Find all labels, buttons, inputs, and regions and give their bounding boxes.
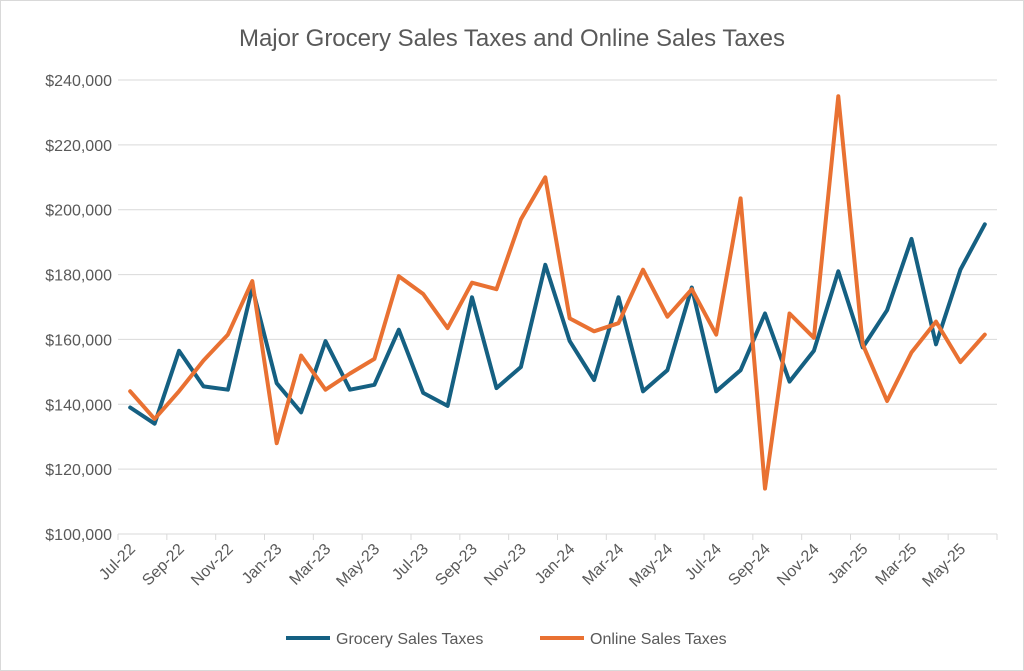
y-tick-label: $120,000 bbox=[45, 462, 112, 479]
y-tick-label: $160,000 bbox=[45, 332, 112, 349]
x-tick-label: May-25 bbox=[919, 541, 969, 591]
x-tick-label: Jan-25 bbox=[825, 541, 872, 588]
series-line-grocery-sales-taxes bbox=[128, 222, 987, 426]
x-tick-label: Nov-22 bbox=[188, 541, 237, 590]
x-tick-label: Mar-24 bbox=[580, 541, 628, 589]
x-tick-label: Sep-23 bbox=[432, 541, 481, 590]
y-tick-label: $140,000 bbox=[45, 397, 112, 414]
x-tick-label: Jul-24 bbox=[682, 541, 725, 584]
y-tick-label: $200,000 bbox=[45, 203, 112, 220]
x-tick-label: Nov-23 bbox=[481, 541, 530, 590]
y-tick-label: $180,000 bbox=[45, 268, 112, 285]
x-tick-label: Jan-23 bbox=[239, 541, 286, 588]
x-tick-label: Jul-22 bbox=[96, 541, 139, 584]
x-tick-label: Mar-23 bbox=[287, 541, 335, 589]
series-line-online-sales-taxes bbox=[128, 94, 987, 491]
x-tick-label: Sep-22 bbox=[139, 541, 188, 590]
x-tick-label: May-24 bbox=[626, 541, 676, 591]
x-tick-label: Jan-24 bbox=[532, 541, 579, 588]
chart-title: Major Grocery Sales Taxes and Online Sal… bbox=[239, 25, 785, 52]
x-tick-label: Sep-24 bbox=[725, 541, 774, 590]
legend-label: Online Sales Taxes bbox=[590, 631, 727, 648]
x-tick-label: Jul-23 bbox=[389, 541, 432, 584]
y-tick-label: $240,000 bbox=[45, 73, 112, 90]
x-tick-label: Nov-24 bbox=[774, 541, 823, 590]
y-tick-label: $220,000 bbox=[45, 138, 112, 155]
x-tick-label: Mar-25 bbox=[873, 541, 921, 589]
x-tick-label: May-23 bbox=[333, 541, 383, 591]
legend-label: Grocery Sales Taxes bbox=[336, 631, 483, 648]
y-tick-label: $100,000 bbox=[45, 527, 112, 544]
